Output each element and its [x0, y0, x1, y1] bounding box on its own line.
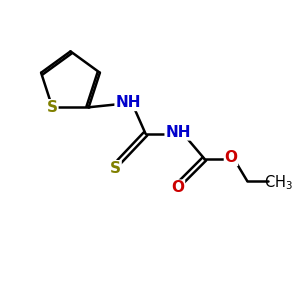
Text: S: S [110, 161, 121, 176]
Text: S: S [47, 100, 58, 115]
Text: O: O [172, 180, 184, 195]
Text: NH: NH [165, 125, 191, 140]
Text: CH$_3$: CH$_3$ [265, 173, 293, 192]
Text: NH: NH [115, 95, 141, 110]
Text: O: O [224, 150, 238, 165]
